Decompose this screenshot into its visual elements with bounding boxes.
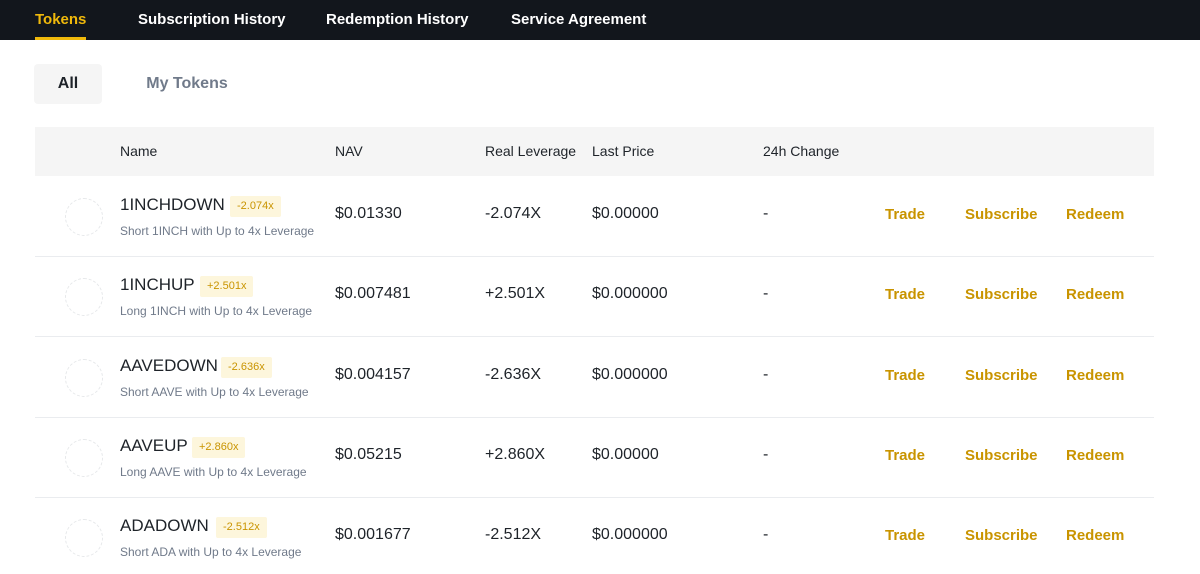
tab-subscription-history[interactable]: Subscription History (138, 11, 286, 28)
change-24h-value: - (763, 205, 769, 222)
token-name: AAVEUP (120, 436, 188, 455)
redeem-button[interactable]: Redeem (1066, 527, 1125, 544)
real-leverage-value: -2.074X (485, 205, 542, 222)
table-row: 1INCHUP +2.501x Long 1INCH with Up to 4x… (35, 257, 1154, 337)
header-nav: NAV (335, 143, 363, 159)
tab-redemption-history[interactable]: Redemption History (326, 11, 469, 28)
token-description: Long AAVE with Up to 4x Leverage (120, 465, 307, 479)
table-row: AAVEDOWN -2.636x Short AAVE with Up to 4… (35, 338, 1154, 418)
header-last-price: Last Price (592, 143, 655, 159)
header-name: Name (120, 143, 158, 159)
trade-button[interactable]: Trade (885, 367, 926, 384)
token-name: AAVEDOWN (120, 356, 218, 375)
change-24h-value: - (763, 285, 769, 302)
subtab-my-tokens[interactable]: My Tokens (146, 75, 228, 92)
nav-value: $0.007481 (335, 285, 411, 302)
trade-button[interactable]: Trade (885, 447, 926, 464)
trade-button[interactable]: Trade (885, 286, 926, 303)
real-leverage-value: -2.512X (485, 526, 542, 543)
leverage-badge: -2.074x (230, 196, 281, 217)
redeem-button[interactable]: Redeem (1066, 367, 1125, 384)
table-row: AAVEUP +2.860x Long AAVE with Up to 4x L… (35, 418, 1154, 498)
table-header: Name NAV Real Leverage Last Price 24h Ch… (35, 127, 1154, 176)
token-name: 1INCHDOWN (120, 195, 225, 214)
real-leverage-value: +2.501X (485, 285, 546, 302)
table-row: 1INCHDOWN -2.074x Short 1INCH with Up to… (35, 177, 1154, 257)
trade-button[interactable]: Trade (885, 206, 926, 223)
header-real-leverage: Real Leverage (485, 143, 577, 159)
nav-value: $0.001677 (335, 526, 411, 543)
token-name: 1INCHUP (120, 275, 195, 294)
change-24h-value: - (763, 526, 769, 543)
last-price-value: $0.00000 (592, 205, 659, 222)
subscribe-button[interactable]: Subscribe (965, 447, 1038, 464)
table-row: ADADOWN -2.512x Short ADA with Up to 4x … (35, 498, 1154, 574)
header-24h-change: 24h Change (763, 143, 840, 159)
token-icon (65, 278, 103, 316)
subscribe-button[interactable]: Subscribe (965, 367, 1038, 384)
redeem-button[interactable]: Redeem (1066, 286, 1125, 303)
nav-value: $0.01330 (335, 205, 402, 222)
tab-service-agreement[interactable]: Service Agreement (511, 11, 647, 28)
last-price-value: $0.000000 (592, 366, 668, 383)
token-description: Short ADA with Up to 4x Leverage (120, 545, 302, 559)
last-price-value: $0.000000 (592, 526, 668, 543)
token-description: Short 1INCH with Up to 4x Leverage (120, 224, 315, 238)
redeem-button[interactable]: Redeem (1066, 206, 1125, 223)
nav-value: $0.004157 (335, 366, 411, 383)
leverage-badge: -2.512x (216, 517, 267, 538)
last-price-value: $0.000000 (592, 285, 668, 302)
nav-value: $0.05215 (335, 446, 402, 463)
subtab-all[interactable]: All (34, 64, 102, 104)
token-icon (65, 198, 103, 236)
redeem-button[interactable]: Redeem (1066, 447, 1125, 464)
subscribe-button[interactable]: Subscribe (965, 527, 1038, 544)
real-leverage-value: -2.636X (485, 366, 542, 383)
tab-tokens[interactable]: Tokens (35, 0, 87, 40)
change-24h-value: - (763, 366, 769, 383)
subscribe-button[interactable]: Subscribe (965, 286, 1038, 303)
token-icon (65, 439, 103, 477)
subscribe-button[interactable]: Subscribe (965, 206, 1038, 223)
token-description: Long 1INCH with Up to 4x Leverage (120, 304, 313, 318)
real-leverage-value: +2.860X (485, 446, 546, 463)
leverage-badge: +2.501x (200, 276, 254, 297)
last-price-value: $0.00000 (592, 446, 659, 463)
leverage-badge: -2.636x (221, 357, 272, 378)
token-icon (65, 359, 103, 397)
change-24h-value: - (763, 446, 769, 463)
token-name: ADADOWN (120, 516, 209, 535)
trade-button[interactable]: Trade (885, 527, 926, 544)
token-icon (65, 519, 103, 557)
token-description: Short AAVE with Up to 4x Leverage (120, 385, 309, 399)
top-navigation: Tokens Subscription History Redemption H… (0, 0, 1200, 40)
leverage-badge: +2.860x (192, 437, 246, 458)
